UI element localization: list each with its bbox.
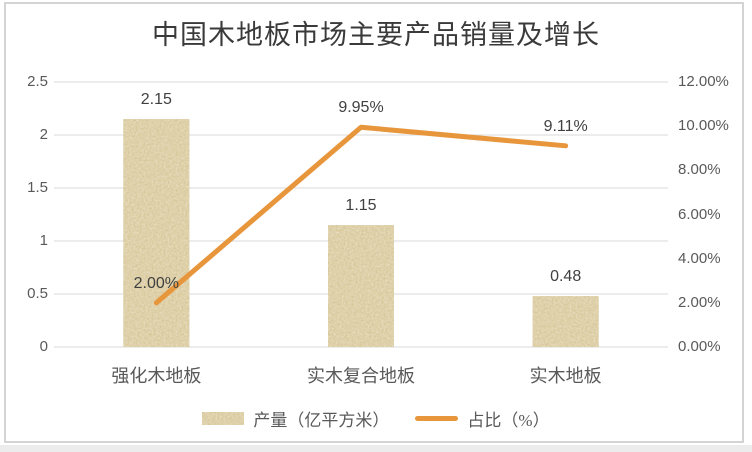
line-value-label: 9.95% <box>338 99 384 117</box>
bar-value-label: 0.48 <box>550 268 582 286</box>
left-axis-tick-label: 0.5 <box>27 285 48 302</box>
bar-series <box>123 119 599 347</box>
line-series <box>153 124 569 306</box>
category-label: 实木复合地板 <box>307 366 415 386</box>
right-axis-tick-label: 6.00% <box>678 205 721 223</box>
right-axis-tick-label: 8.00% <box>678 161 721 179</box>
right-axis-tick-label: 4.00% <box>678 249 721 267</box>
bar-value-label: 2.15 <box>140 91 172 109</box>
right-axis-tick-label: 2.00% <box>678 293 721 311</box>
left-axis-tick-label: 1 <box>39 232 48 249</box>
left-axis-tick-label: 1.5 <box>27 179 48 196</box>
bar-value-label: 1.15 <box>345 197 377 215</box>
right-axis-tick-label: 0.00% <box>678 338 721 355</box>
right-axis-tick-label: 10.00% <box>678 117 729 135</box>
bar <box>123 119 190 347</box>
bar <box>328 225 394 347</box>
legend-label-production: 产量（亿平方米） <box>253 411 390 430</box>
line-value-label: 9.11% <box>543 117 588 135</box>
chart-title: 中国木地板市场主要产品销量及增长 <box>152 20 600 50</box>
line-value-label: 2.00% <box>133 274 180 292</box>
category-label: 强化木地板 <box>111 366 202 386</box>
bottom-strip <box>0 445 752 452</box>
legend-bar-swatch-icon <box>202 412 245 425</box>
left-axis-tick-label: 0 <box>39 338 48 355</box>
legend: 产量（亿平方米） 占比（%） <box>0 406 752 431</box>
left-axis-tick-label: 2 <box>39 126 48 143</box>
plot-area <box>54 81 668 348</box>
legend-label-ratio: 占比（%） <box>467 411 550 430</box>
ratio-line <box>153 124 569 306</box>
bar <box>532 296 599 347</box>
category-label: 实木地板 <box>529 366 602 386</box>
left-axis-tick-label: 2.5 <box>27 73 48 90</box>
legend-line-swatch-icon <box>415 416 459 421</box>
right-axis-tick-label: 12.00% <box>678 73 729 90</box>
